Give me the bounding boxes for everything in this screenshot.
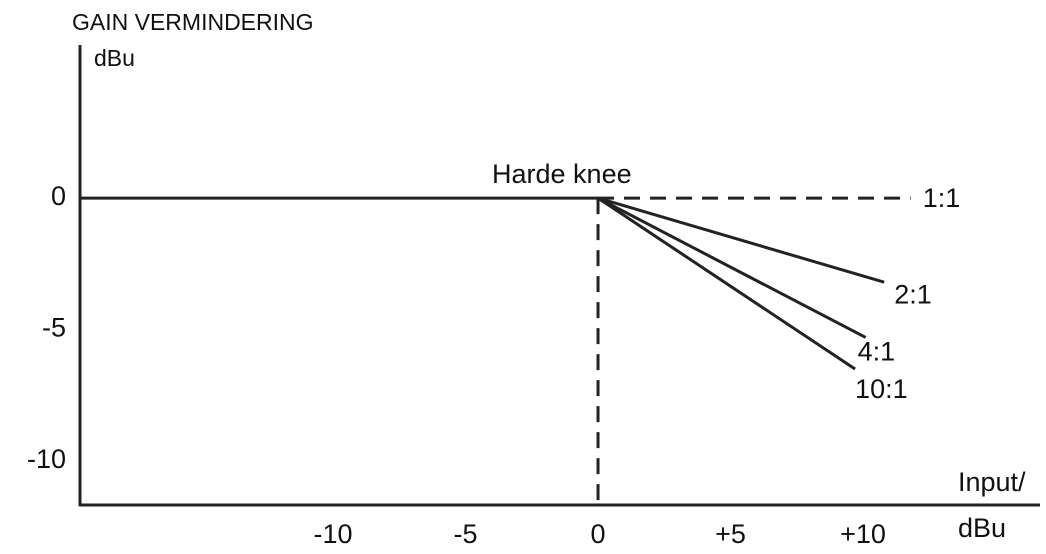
- y-tick-label: 0: [51, 181, 66, 211]
- x-tick-label: -5: [454, 519, 478, 549]
- y-tick-label: -10: [27, 444, 66, 474]
- knee-label: Harde knee: [492, 159, 632, 189]
- x-axis-unit: dBu: [958, 513, 1006, 543]
- series-label: 1:1: [923, 183, 961, 213]
- series-line: [597, 196, 867, 339]
- series-line: [597, 196, 856, 371]
- x-tick-label: -10: [314, 519, 353, 549]
- series-label: 4:1: [858, 337, 896, 367]
- x-tick-label: +10: [840, 519, 886, 549]
- series-line: [597, 196, 885, 284]
- x-tick-label: 0: [591, 519, 606, 549]
- x-tick-label: +5: [715, 519, 746, 549]
- y-tick-label: -5: [42, 313, 66, 343]
- y-axis-unit: dBu: [94, 45, 135, 71]
- x-axis-label: Input/: [958, 467, 1026, 497]
- y-axis-label: GAIN VERMINDERING: [72, 9, 314, 35]
- series-label: 2:1: [894, 279, 932, 309]
- series-label: 10:1: [855, 374, 908, 404]
